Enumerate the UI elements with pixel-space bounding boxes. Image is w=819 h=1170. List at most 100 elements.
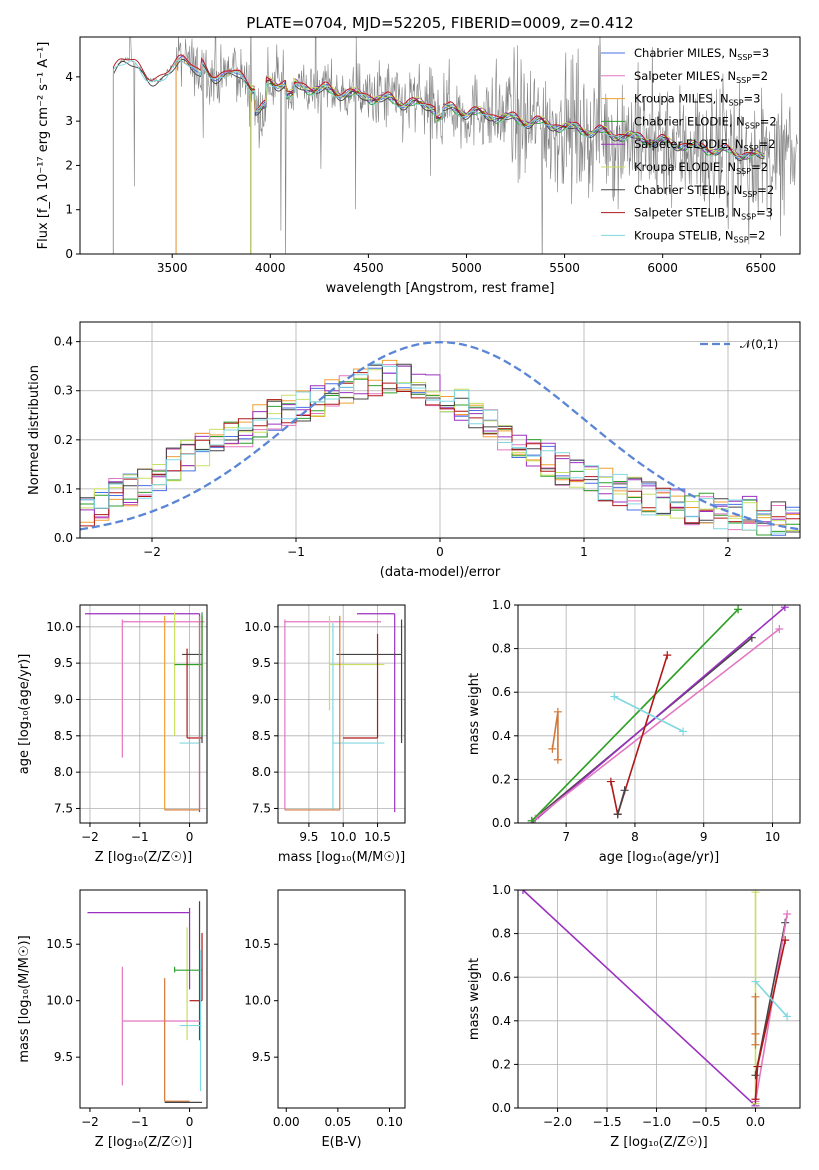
y-tick-label: 0.0: [492, 1101, 511, 1115]
y-tick-label: 7.5: [252, 801, 271, 815]
x-tick-label: −1: [287, 545, 305, 559]
weight-marker: [553, 707, 562, 716]
x-tick-label: −1.5: [592, 1115, 621, 1129]
plot-area: [80, 322, 800, 538]
x-axis-label: Z [log₁₀(Z/Z☉)]: [610, 1135, 707, 1150]
x-tick-label: 6500: [745, 261, 776, 275]
y-tick-label: 8.0: [252, 765, 271, 779]
x-axis-label: E(B-V): [321, 1135, 361, 1150]
weight-marker: [613, 810, 622, 819]
y-axis-label: Flux [f_λ 10⁻¹⁷ erg cm⁻² s⁻¹ A⁻¹]: [36, 42, 51, 250]
plot-area: [112, 37, 798, 254]
x-axis-label: Z [log₁₀(Z/Z☉)]: [95, 1135, 192, 1150]
plot-area: [278, 605, 405, 823]
y-axis-label: Normed distribution: [27, 365, 42, 495]
plot-area: [80, 605, 207, 823]
weight-line-2: [534, 628, 780, 820]
y-tick-label: 9.5: [54, 1050, 73, 1064]
weight-marker: [518, 890, 527, 894]
x-axis-label: age [log₁₀(age/yr)]: [599, 850, 720, 865]
model-line-5: [250, 76, 765, 254]
y-tick-label: 10.0: [244, 620, 271, 634]
x-tick-label: −2: [143, 545, 161, 559]
y-axis-label: age [log₁₀(age/yr)]: [17, 654, 32, 775]
x-tick-label: −2: [81, 1115, 99, 1129]
plot-area: [518, 890, 800, 1108]
weight-marker: [783, 1012, 792, 1021]
x-axis-label: (data-model)/error: [380, 565, 501, 580]
legend-entry: 𝒩(0,1): [740, 337, 778, 351]
model-line-6: [112, 58, 765, 254]
legend: Chabrier MILES, NSSP=3 Salpeter MILES, NS…: [601, 46, 777, 244]
y-tick-label: 0.2: [54, 433, 73, 447]
y-tick-label: 10.5: [46, 937, 73, 951]
x-tick-label: 2: [724, 545, 732, 559]
plot-area: [87, 901, 203, 1103]
y-tick-label: 2: [65, 158, 73, 172]
axes-frame: [79, 321, 801, 539]
panel-age-vs-Z: −2 −1 0 7.5 8.0 8.5 9.0 9.5 10.0 Z [log₁₀(Z/Z☉)] a…: [17, 604, 208, 865]
axes-frame: [277, 889, 406, 1109]
model-line-0: [175, 56, 765, 254]
x-tick-label: 5500: [549, 261, 580, 275]
y-tick-label: 0.4: [492, 1014, 511, 1028]
panel-age-vs-mass: 9.5 10.0 10.5 7.5 8.0 8.5 9.0 9.5 10.0 mass [log₁…: [244, 604, 406, 865]
x-tick-label: 8: [631, 830, 639, 844]
y-tick-label: 0.2: [492, 772, 511, 786]
weight-line-0: [522, 890, 757, 1107]
plot-area: [518, 605, 800, 823]
y-tick-label: 0.4: [492, 729, 511, 743]
x-tick-label: 4500: [353, 261, 384, 275]
x-tick-label: −2.0: [543, 1115, 572, 1129]
y-tick-label: 0.2: [492, 1057, 511, 1071]
weight-line-3: [754, 913, 788, 1102]
weight-marker: [620, 786, 629, 795]
weight-marker: [606, 777, 615, 786]
y-tick-label: 0.6: [492, 685, 511, 699]
y-tick-label: 8.5: [54, 729, 73, 743]
panel-massweight-vs-age: 7 8 9 10 0.0 0.2 0.4 0.6 0.8 1.0 age [log₁₀(age/yr…: [467, 598, 801, 865]
x-tick-label: 10.5: [364, 830, 391, 844]
x-tick-label: 9: [700, 830, 708, 844]
x-tick-label: 9.5: [299, 830, 318, 844]
x-tick-label: 0.0: [746, 1115, 765, 1129]
y-tick-label: 1.0: [492, 598, 511, 612]
histogram-4: [80, 363, 800, 525]
x-tick-label: 10.0: [330, 830, 357, 844]
x-axis-label: Z [log₁₀(Z/Z☉)]: [95, 850, 192, 865]
model-line-1: [175, 54, 765, 254]
y-tick-label: 9.0: [54, 692, 73, 706]
axes-frame: [79, 604, 208, 824]
legend-entry: Kroupa MILES, NSSP=3: [634, 92, 760, 108]
weight-line-5: [610, 654, 669, 818]
axes-frame: [517, 889, 801, 1109]
x-tick-label: 6000: [647, 261, 678, 275]
axes-frame: [79, 889, 208, 1109]
weight-marker: [783, 909, 792, 918]
model-line-8: [112, 59, 765, 254]
y-tick-label: 0.3: [54, 384, 73, 398]
y-tick-label: 4: [65, 70, 73, 84]
panel-mass-vs-Z: −2 −1 0 9.5 10.0 10.5 Z [log₁₀(Z/Z☉)] mass [log…: [17, 889, 208, 1150]
y-tick-label: 3: [65, 114, 73, 128]
x-tick-label: 1: [580, 545, 588, 559]
x-axis-label: wavelength [Angstrom, rest frame]: [326, 281, 555, 296]
y-tick-label: 0.4: [54, 335, 73, 349]
y-tick-label: 9.5: [54, 656, 73, 670]
x-tick-label: −1.0: [642, 1115, 671, 1129]
x-tick-label: 0: [436, 545, 444, 559]
weight-line-4: [531, 608, 739, 822]
y-tick-label: 10.0: [46, 620, 73, 634]
y-tick-label: 7.5: [54, 801, 73, 815]
panel-mass-vs-EBV: 0.00 0.05 0.10 9.5 10.0 10.5 E(B-V): [244, 889, 406, 1150]
x-tick-label: 7: [562, 830, 570, 844]
x-tick-label: 0: [186, 830, 194, 844]
x-tick-label: 10: [765, 830, 780, 844]
x-tick-label: 0.10: [376, 1115, 403, 1129]
weight-marker: [548, 744, 557, 753]
x-tick-label: −0.5: [691, 1115, 720, 1129]
weight-marker: [553, 755, 562, 764]
weight-marker: [527, 816, 536, 823]
axes-frame: [517, 604, 801, 824]
